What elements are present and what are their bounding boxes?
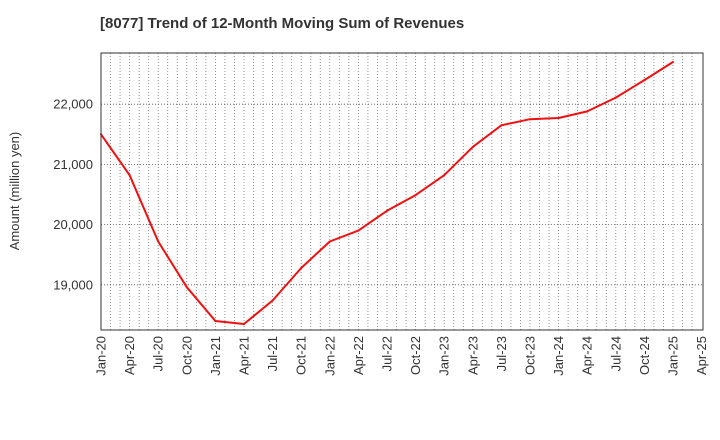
x-tick-label: Jan-23 [437, 336, 452, 376]
data-point [243, 322, 245, 325]
x-tick-label: Jan-22 [322, 336, 337, 376]
x-tick-label: Oct-20 [179, 336, 194, 375]
data-point [443, 174, 446, 177]
y-tick-label: 21,000 [53, 157, 93, 172]
grid-lines [101, 53, 703, 330]
x-tick-label: Jul-20 [151, 336, 166, 371]
data-point [529, 118, 531, 121]
y-tick-labels: 19,000 20,000 21,000 22,000 [53, 97, 93, 293]
x-tick-label: Oct-22 [408, 336, 423, 375]
x-tick-labels: Jan-20 Apr-20 Jul-20 Oct-20 Jan-21 Apr-21 Jul-… [94, 336, 710, 376]
data-point [128, 174, 131, 177]
data-point [357, 229, 360, 232]
data-point [328, 240, 331, 243]
x-tick-label: Jul-23 [494, 336, 509, 371]
data-point [557, 117, 560, 120]
x-tick-label: Jul-22 [380, 336, 395, 371]
x-tick-label: Apr-23 [465, 336, 480, 375]
x-tick-label: Jan-20 [94, 336, 109, 376]
data-point [157, 240, 160, 243]
data-point [185, 286, 188, 289]
data-point [586, 110, 589, 113]
data-point [672, 61, 674, 64]
x-tick-label: Apr-22 [351, 336, 366, 375]
x-tick-label: Jul-21 [265, 336, 280, 371]
x-tick-label: Apr-20 [122, 336, 137, 375]
y-tick-label: 20,000 [53, 217, 93, 232]
data-point [300, 266, 303, 269]
x-tick-label: Oct-24 [637, 336, 652, 375]
y-axis-title: Amount (million yen) [7, 132, 22, 251]
y-tick-label: 22,000 [53, 97, 93, 112]
x-tick-label: Apr-25 [694, 336, 709, 375]
x-tick-label: Oct-21 [294, 336, 309, 375]
x-tick-label: Jan-25 [666, 336, 681, 376]
x-tick-label: Oct-23 [523, 336, 538, 375]
series-layer [100, 61, 674, 325]
x-tick-label: Jul-24 [608, 336, 623, 371]
x-tick-label: Apr-21 [237, 336, 252, 375]
plot-frame [100, 52, 704, 331]
data-point [214, 319, 217, 322]
data-point [614, 96, 617, 99]
chart-title: [8077] Trend of 12-Month Moving Sum of R… [100, 15, 465, 32]
y-tick-label: 19,000 [53, 277, 93, 292]
data-point [643, 79, 646, 82]
data-point [414, 194, 417, 197]
data-point [471, 145, 474, 148]
data-point [271, 299, 274, 302]
x-tick-label: Jan-24 [551, 336, 566, 376]
data-point [500, 124, 503, 127]
data-point [386, 209, 388, 212]
x-tick-label: Jan-21 [208, 336, 223, 376]
x-tick-label: Apr-24 [580, 336, 595, 375]
